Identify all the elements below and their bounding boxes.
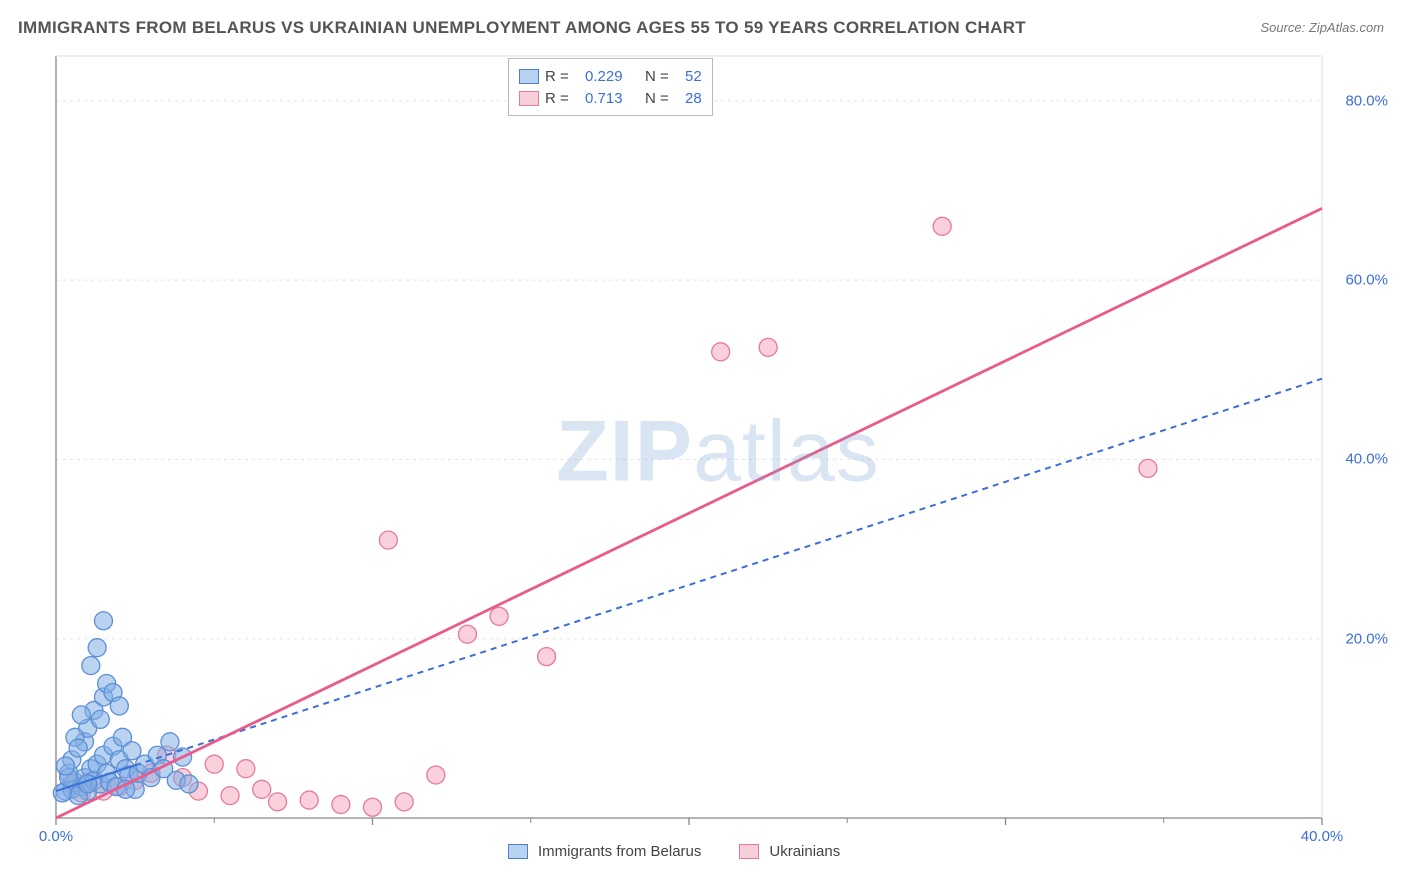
source-label: Source: ZipAtlas.com [1260,20,1384,35]
scatter-chart [52,52,1384,852]
legend-r-label: R = [545,90,579,107]
legend-series-name: Ukrainians [769,843,840,860]
y-tick-label: 20.0% [1345,630,1388,647]
legend-r-value: 0.713 [585,90,639,107]
legend-swatch [519,91,539,106]
y-tick-label: 40.0% [1345,451,1388,468]
legend-swatch [519,69,539,84]
x-tick-label: 40.0% [1301,828,1344,845]
legend-n-value: 52 [685,68,702,85]
legend-n-label: N = [645,68,679,85]
plot-area: ZIPatlas [52,52,1384,852]
legend-row: R = 0.229 N = 52 [519,65,702,87]
series-legend: Immigrants from Belarus Ukrainians [508,843,868,860]
legend-swatch [739,844,759,859]
x-tick-label: 0.0% [39,828,73,845]
y-tick-label: 60.0% [1345,272,1388,289]
legend-series-name: Immigrants from Belarus [538,843,701,860]
y-tick-label: 80.0% [1345,92,1388,109]
legend-n-label: N = [645,90,679,107]
correlation-legend: R = 0.229 N = 52 R = 0.713 N = 28 [508,58,713,116]
legend-r-value: 0.229 [585,68,639,85]
chart-title: IMMIGRANTS FROM BELARUS VS UKRAINIAN UNE… [18,18,1026,38]
legend-row: R = 0.713 N = 28 [519,87,702,109]
legend-r-label: R = [545,68,579,85]
legend-swatch [508,844,528,859]
legend-n-value: 28 [685,90,702,107]
